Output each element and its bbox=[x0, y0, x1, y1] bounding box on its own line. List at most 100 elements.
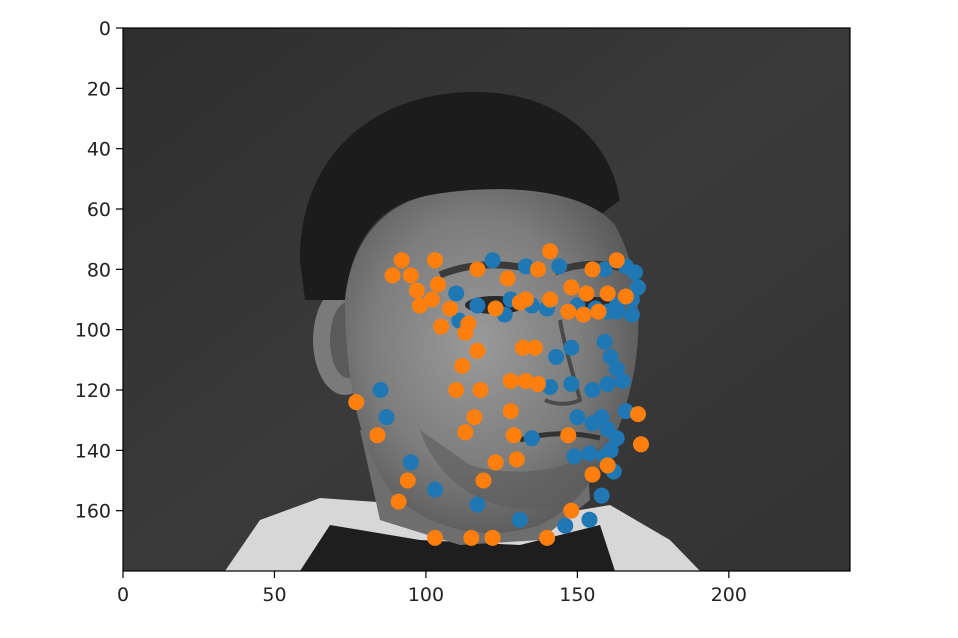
y-tick-label: 140 bbox=[75, 440, 111, 462]
scatter-point-s0-22 bbox=[548, 348, 565, 365]
scatter-point-s1-46 bbox=[599, 457, 616, 474]
scatter-point-s0-2 bbox=[551, 258, 568, 275]
scatter-point-s0-33 bbox=[378, 409, 395, 426]
scatter-point-s1-31 bbox=[514, 339, 531, 356]
scatter-point-s0-50 bbox=[581, 445, 598, 462]
scatter-point-s1-35 bbox=[529, 375, 546, 392]
y-tick-label: 0 bbox=[99, 18, 111, 40]
scatter-point-s1-48 bbox=[348, 394, 365, 411]
scatter-point-s0-44 bbox=[617, 403, 634, 420]
scatter-point-s1-36 bbox=[448, 382, 465, 398]
scatter-point-s1-9 bbox=[433, 318, 450, 335]
x-tick-label: 100 bbox=[408, 584, 444, 606]
x-tick-label: 0 bbox=[117, 584, 129, 606]
scatter-point-s1-24 bbox=[584, 261, 601, 278]
scatter-point-s0-26 bbox=[608, 360, 625, 377]
scatter-point-s0-31 bbox=[584, 382, 601, 398]
scatter-point-s0-5 bbox=[626, 264, 643, 281]
scatter-point-s1-14 bbox=[499, 270, 516, 287]
scatter-point-s1-25 bbox=[599, 285, 616, 302]
scatter-point-s1-21 bbox=[578, 285, 595, 302]
scatter-point-s1-33 bbox=[502, 372, 519, 389]
scatter-point-s1-3 bbox=[384, 267, 401, 284]
scatter-point-s1-29 bbox=[469, 342, 486, 359]
y-tick-label: 120 bbox=[75, 380, 111, 402]
scatter-point-s1-17 bbox=[529, 261, 546, 278]
x-tick-label: 200 bbox=[711, 584, 747, 606]
y-tick-label: 20 bbox=[87, 78, 111, 100]
scatter-point-s1-56 bbox=[563, 502, 580, 519]
scatter-point-s1-8 bbox=[442, 300, 459, 317]
scatter-point-s1-49 bbox=[369, 427, 386, 444]
scatter-point-s1-40 bbox=[502, 403, 519, 420]
scatter-point-s0-6 bbox=[629, 279, 646, 296]
scatter-point-s1-0 bbox=[393, 252, 410, 269]
photo-background bbox=[123, 28, 850, 571]
scatter-point-s1-4 bbox=[408, 282, 425, 299]
scatter-point-s1-58 bbox=[632, 436, 649, 453]
scatter-point-s0-25 bbox=[602, 348, 619, 365]
scatter-point-s1-47 bbox=[584, 466, 601, 483]
scatter-point-s1-22 bbox=[560, 303, 577, 320]
scatter-point-s0-37 bbox=[511, 511, 528, 528]
scatter-point-s1-11 bbox=[460, 315, 477, 332]
scatter-point-s1-5 bbox=[423, 291, 440, 308]
scatter-point-s1-50 bbox=[399, 472, 416, 489]
scatter-point-s1-51 bbox=[390, 493, 407, 510]
scatter-point-s0-52 bbox=[523, 430, 540, 447]
scatter-point-s0-32 bbox=[372, 382, 389, 398]
scatter-point-s0-0 bbox=[484, 252, 501, 269]
scatter-point-s0-27 bbox=[614, 372, 631, 389]
scatter-point-s0-35 bbox=[427, 481, 444, 498]
scatter-point-s1-28 bbox=[617, 288, 634, 305]
scatter-point-s1-45 bbox=[560, 427, 577, 444]
scatter-point-s0-36 bbox=[469, 496, 486, 513]
scatter-point-s0-49 bbox=[566, 448, 583, 465]
scatter-point-s1-54 bbox=[484, 529, 501, 546]
y-tick-label: 100 bbox=[75, 320, 111, 342]
scatter-point-s0-38 bbox=[557, 517, 574, 534]
y-tick-label: 80 bbox=[87, 259, 111, 281]
scatter-point-s0-48 bbox=[593, 409, 610, 426]
scatter-point-s1-13 bbox=[487, 300, 504, 317]
y-tick-label: 60 bbox=[87, 199, 111, 221]
scatter-point-s0-8 bbox=[448, 285, 465, 302]
scatter-point-s1-12 bbox=[469, 261, 486, 278]
scatter-point-s0-34 bbox=[402, 454, 419, 471]
y-tick-label: 40 bbox=[87, 139, 111, 161]
scatter-point-s1-39 bbox=[457, 424, 474, 441]
scatter-point-s1-37 bbox=[472, 382, 489, 398]
points-layer bbox=[348, 243, 649, 546]
scatter-point-s0-29 bbox=[542, 378, 559, 395]
scatter-point-s1-7 bbox=[430, 276, 447, 293]
x-tick-label: 50 bbox=[262, 584, 286, 606]
scatter-point-s0-45 bbox=[599, 421, 616, 438]
y-axis: 0 20 40 60 80 100 120 140 160 bbox=[75, 18, 123, 523]
scatter-point-s1-43 bbox=[487, 454, 504, 471]
scatter-point-s1-55 bbox=[539, 529, 556, 546]
scatter-point-s0-24 bbox=[596, 333, 613, 350]
scatter-point-s1-52 bbox=[427, 529, 444, 546]
scatter-point-s1-20 bbox=[563, 279, 580, 296]
y-tick-label: 160 bbox=[75, 501, 111, 523]
scatter-point-s0-46 bbox=[569, 409, 586, 426]
scatter-point-s1-53 bbox=[463, 529, 480, 546]
scatter-point-s1-16 bbox=[517, 291, 534, 308]
scatter-point-s0-39 bbox=[581, 511, 598, 528]
scatter-point-s1-2 bbox=[402, 267, 419, 284]
scatter-point-s1-1 bbox=[427, 252, 444, 269]
scatter-point-s1-34 bbox=[517, 372, 534, 389]
scatter-point-s1-42 bbox=[508, 451, 525, 468]
scatter-point-s0-1 bbox=[517, 258, 534, 275]
scatter-point-s0-19 bbox=[623, 306, 640, 323]
scatter-point-s1-19 bbox=[542, 291, 559, 308]
scatter-point-s0-10 bbox=[469, 297, 486, 314]
scatter-point-s1-26 bbox=[590, 303, 607, 320]
scatter-point-s0-28 bbox=[599, 375, 616, 392]
scatter-point-s1-44 bbox=[475, 472, 492, 489]
scatter-point-s0-3 bbox=[596, 261, 613, 278]
scatter-point-s1-27 bbox=[608, 252, 625, 269]
scatter-point-s0-30 bbox=[563, 375, 580, 392]
x-axis: 0 50 100 150 200 bbox=[117, 571, 747, 606]
